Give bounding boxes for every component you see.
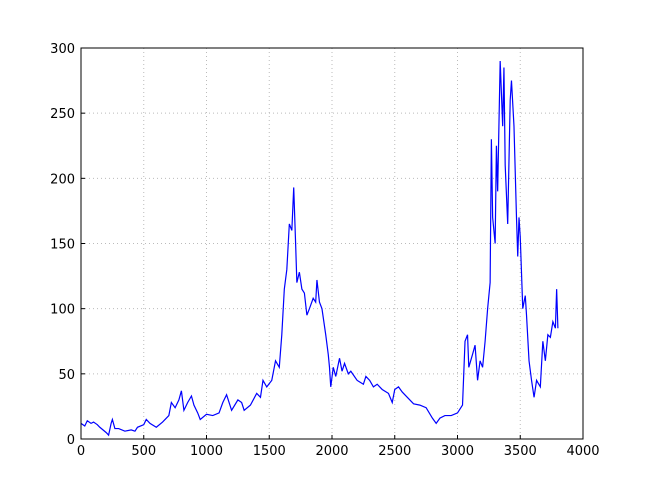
x-tick-label: 1500 [253, 444, 286, 459]
y-tick-label: 100 [50, 303, 75, 318]
x-tick-label: 0 [77, 444, 85, 459]
x-tick-label: 500 [131, 444, 156, 459]
axes-frame [80, 47, 584, 440]
y-tick-label: 150 [50, 238, 75, 253]
y-tick-label: 200 [50, 172, 75, 187]
x-tick-label: 3500 [504, 444, 537, 459]
x-tick-label: 4000 [566, 444, 599, 459]
y-tick-label: 250 [50, 107, 75, 122]
x-tick-label: 2500 [378, 444, 411, 459]
data-line [80, 61, 559, 437]
y-tick-label: 300 [50, 42, 75, 57]
y-tick-label: 0 [67, 433, 75, 448]
x-tick-label: 3000 [441, 444, 474, 459]
x-tick-label: 2000 [315, 444, 348, 459]
x-tick-label: 1000 [190, 444, 223, 459]
y-tick-label: 50 [58, 368, 75, 383]
